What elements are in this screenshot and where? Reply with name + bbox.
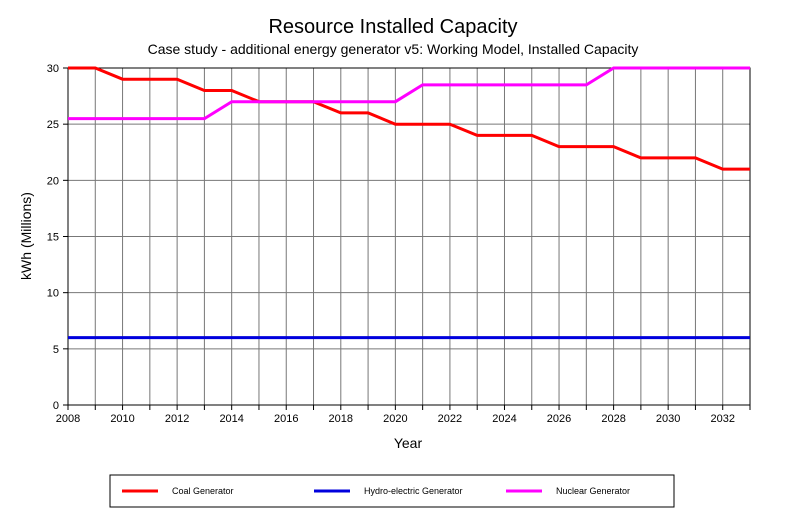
y-tick-label: 15 bbox=[47, 232, 59, 244]
series-line-coal-generator bbox=[68, 66, 750, 171]
legend-box bbox=[109, 474, 675, 508]
x-tick-label: 2030 bbox=[656, 413, 680, 425]
y-tick-label: 0 bbox=[53, 400, 59, 412]
x-tick-label: 2024 bbox=[492, 413, 516, 425]
legend-label-coal-generator: Coal Generator bbox=[172, 486, 234, 496]
x-tick-label: 2022 bbox=[438, 413, 462, 425]
legend-label-hydro-electric-generator: Hydro-electric Generator bbox=[364, 486, 463, 496]
x-tick-label: 2008 bbox=[56, 413, 80, 425]
legend-label-nuclear-generator: Nuclear Generator bbox=[556, 486, 630, 496]
x-tick-label: 2026 bbox=[547, 413, 571, 425]
series-lines bbox=[68, 66, 750, 340]
x-tick-label: 2010 bbox=[110, 413, 134, 425]
x-tick-label: 2012 bbox=[165, 413, 189, 425]
x-tick-label: 2028 bbox=[601, 413, 625, 425]
x-tick-label: 2014 bbox=[219, 413, 243, 425]
y-tick-label: 5 bbox=[53, 344, 59, 356]
x-tick-label: 2020 bbox=[383, 413, 407, 425]
chart-subtitle: Case study - additional energy generator… bbox=[148, 41, 639, 57]
chart-title: Resource Installed Capacity bbox=[268, 16, 517, 38]
series-line-nuclear-generator bbox=[68, 66, 750, 121]
y-axis-label: kWh (Millions) bbox=[18, 192, 34, 280]
y-tick-label: 25 bbox=[47, 119, 59, 131]
y-tick-label: 20 bbox=[47, 175, 59, 187]
legend: Coal Generator Hydro-electric Generator Nu… bbox=[122, 486, 630, 496]
x-tick-label: 2032 bbox=[710, 413, 734, 425]
y-tick-label: 30 bbox=[47, 63, 59, 75]
y-tick-label: 10 bbox=[47, 288, 59, 300]
axis-ticks: 2008 2010 2012 2014 2016 2018 2020 2022 2024 2026… bbox=[47, 63, 751, 425]
x-axis-label: Year bbox=[394, 435, 423, 451]
x-tick-label: 2018 bbox=[329, 413, 353, 425]
x-tick-label: 2016 bbox=[274, 413, 298, 425]
